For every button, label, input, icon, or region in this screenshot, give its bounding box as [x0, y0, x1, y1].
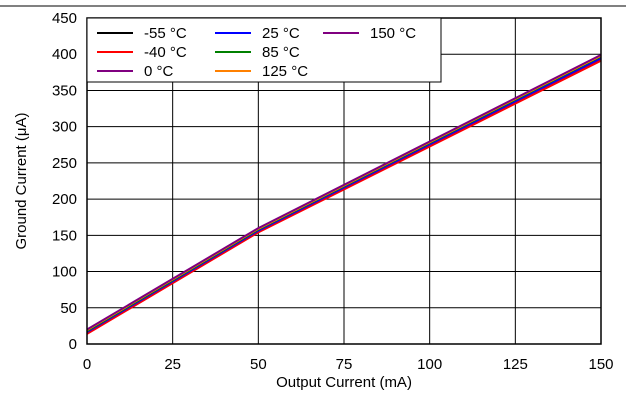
x-tick-label: 25 — [164, 356, 181, 373]
y-tick-label: 250 — [52, 155, 77, 172]
y-tick-label: 350 — [52, 82, 77, 99]
x-axis-label: Output Current (mA) — [276, 374, 412, 391]
legend-entry-1: -40 °C — [144, 44, 187, 61]
x-tick-labels: 0 25 50 75 100 125 150 — [83, 356, 614, 373]
legend-entry-5: 125 °C — [262, 63, 308, 80]
x-tick-label: 75 — [336, 356, 353, 373]
legend-box — [86, 17, 442, 83]
legend-entry-6: 150 °C — [370, 25, 416, 42]
y-tick-labels: 0 50 100 150 200 250 300 350 400 450 — [52, 10, 77, 353]
y-tick-label: 450 — [52, 10, 77, 27]
x-tick-label: 150 — [588, 356, 613, 373]
series-line-6 — [86, 54, 602, 331]
y-tick-label: 0 — [69, 336, 77, 353]
series-line-1 — [86, 59, 602, 335]
y-tick-label: 50 — [60, 300, 77, 317]
y-tick-label: 400 — [52, 46, 77, 63]
y-tick-label: 100 — [52, 264, 77, 281]
x-tick-label: 100 — [417, 356, 442, 373]
y-tick-label: 300 — [52, 119, 77, 136]
legend-entry-0: -55 °C — [144, 25, 187, 42]
y-tick-label: 200 — [52, 191, 77, 208]
legend-entry-2: 0 °C — [144, 63, 174, 80]
legend-entry-3: 25 °C — [262, 25, 300, 42]
x-tick-label: 0 — [83, 356, 91, 373]
legend-entry-4: 85 °C — [262, 44, 300, 61]
x-tick-label: 125 — [503, 356, 528, 373]
x-tick-label: 50 — [250, 356, 267, 373]
y-tick-label: 150 — [52, 227, 77, 244]
series-lines — [86, 54, 602, 335]
y-axis-label: Ground Current (μA) — [13, 112, 30, 249]
legend: -55 °C -40 °C 0 °C 25 °C 85 °C 125 °C 150 °C — [86, 17, 442, 83]
